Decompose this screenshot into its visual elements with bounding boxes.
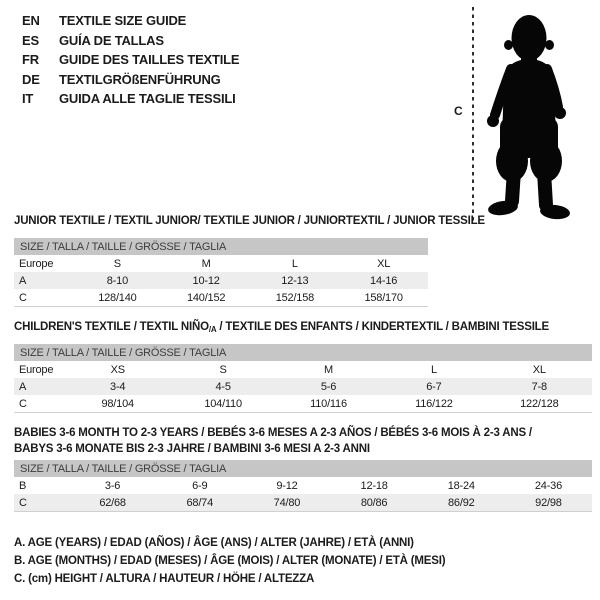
table-header-label: SIZE / TALLA / TAILLE / GRÖSSE / TAGLIA xyxy=(20,346,227,359)
table-cell: L xyxy=(430,363,437,376)
table-cell: 24-36 xyxy=(534,479,563,492)
table-cell: 110/116 xyxy=(310,397,347,410)
row-label: A xyxy=(19,274,27,287)
table-cell: 140/152 xyxy=(186,291,226,304)
row-label: Europe xyxy=(19,257,54,270)
table-cell: 7-8 xyxy=(531,380,548,393)
table-cell: 62/68 xyxy=(99,496,126,509)
lang-code: IT xyxy=(22,91,34,106)
guide-title: GUÍA DE TALLAS xyxy=(59,32,164,48)
children-title-sub: /A xyxy=(208,325,217,334)
table-cell: 4-5 xyxy=(215,380,231,393)
table-cell: 68/74 xyxy=(186,496,214,509)
guide-title: TEXTILE SIZE GUIDE xyxy=(59,13,187,28)
table-cell: 74/80 xyxy=(273,496,301,509)
table-cell: 158/170 xyxy=(364,291,403,304)
height-measure-label: C xyxy=(454,104,463,118)
children-title-post: / TEXTILE DES ENFANTS / KINDERTEXTIL / B… xyxy=(216,321,549,333)
table-cell: XS xyxy=(110,363,125,376)
table-row: Europe S M L XL xyxy=(14,255,428,272)
table-row: A 3-4 4-5 5-6 6-7 7-8 xyxy=(14,378,592,395)
table-header-bar: SIZE / TALLA / TAILLE / GRÖSSE / TAGLIA xyxy=(14,460,592,477)
row-label: C xyxy=(19,291,27,304)
table-cell: 8-10 xyxy=(106,274,128,287)
table-header-bar: SIZE / TALLA / TAILLE / GRÖSSE / TAGLIA xyxy=(14,344,592,361)
babies-section-title-line2: BABYS 3-6 MONATE BIS 2-3 JAHRE / BAMBINI… xyxy=(14,443,370,455)
table-cell: 10-12 xyxy=(192,274,220,287)
children-section-title: CHILDREN'S TEXTILE / TEXTIL NIÑO/A / TEX… xyxy=(14,321,549,334)
title-line-en: EN TEXTILE SIZE GUIDE xyxy=(22,11,239,31)
table-cell: 92/98 xyxy=(535,496,562,509)
babies-size-table: SIZE / TALLA / TAILLE / GRÖSSE / TAGLIA … xyxy=(14,460,592,512)
table-cell: 3-4 xyxy=(110,380,126,393)
row-label: C xyxy=(19,397,27,410)
row-label: A xyxy=(19,380,27,393)
table-cell: 122/128 xyxy=(520,397,559,410)
table-cell: 80/86 xyxy=(360,496,388,509)
table-cell: L xyxy=(291,257,298,270)
table-cell: M xyxy=(201,257,211,270)
lang-code: EN xyxy=(22,13,40,28)
title-line-de: DE TEXTILGRÖßENFÜHRUNG xyxy=(22,70,239,90)
legend-line-b: B. AGE (MONTHS) / EDAD (MESES) / ÂGE (MO… xyxy=(14,555,446,567)
table-cell: XL xyxy=(532,363,546,376)
table-header-bar: SIZE / TALLA / TAILLE / GRÖSSE / TAGLIA xyxy=(14,238,428,255)
legend-line-a: A. AGE (YEARS) / EDAD (AÑOS) / ÂGE (ANS)… xyxy=(14,537,414,549)
guide-title: GUIDA ALLE TAGLIE TESSILI xyxy=(59,91,236,106)
table-cell: 9-12 xyxy=(276,479,298,492)
junior-size-table: SIZE / TALLA / TAILLE / GRÖSSE / TAGLIA … xyxy=(14,238,428,307)
table-row: C 128/140 140/152 152/158 158/170 xyxy=(14,289,428,306)
table-cell: 18-24 xyxy=(447,479,475,492)
table-header-label: SIZE / TALLA / TAILLE / GRÖSSE / TAGLIA xyxy=(20,462,227,475)
toddler-silhouette-icon xyxy=(487,15,570,220)
table-cell: 3-6 xyxy=(104,479,121,492)
table-cell: 128/140 xyxy=(98,291,137,304)
table-row: A 8-10 10-12 12-13 14-16 xyxy=(14,272,428,289)
children-title-pre: CHILDREN'S TEXTILE / TEXTIL NIÑO xyxy=(14,321,209,333)
junior-section-title: JUNIOR TEXTILE / TEXTIL JUNIOR/ TEXTILE … xyxy=(14,215,485,227)
title-line-fr: FR GUIDE DES TAILLES TEXTILE xyxy=(22,50,240,70)
table-cell: 6-7 xyxy=(426,380,442,393)
table-row: B 3-6 6-9 9-12 12-18 18-24 24-36 xyxy=(14,477,592,494)
table-cell: 98/104 xyxy=(101,397,134,410)
table-cell: 86/92 xyxy=(448,496,475,509)
babies-section-title-line1: BABIES 3-6 MONTH TO 2-3 YEARS / BEBÉS 3-… xyxy=(14,427,532,439)
table-header-label: SIZE / TALLA / TAILLE / GRÖSSE / TAGLIA xyxy=(20,240,227,253)
height-dashed-line xyxy=(472,7,474,221)
title-line-es: ES GUÍA DE TALLAS xyxy=(22,31,239,51)
table-cell: 104/110 xyxy=(204,397,242,410)
table-cell: 6-9 xyxy=(192,479,208,492)
row-label: B xyxy=(19,479,27,492)
measure-legend: A. AGE (YEARS) / EDAD (AÑOS) / ÂGE (ANS)… xyxy=(14,534,446,588)
table-row: C 98/104 104/110 110/116 116/122 122/128 xyxy=(14,395,592,412)
title-line-it: IT GUIDA ALLE TAGLIE TESSILI xyxy=(22,89,239,109)
row-label: C xyxy=(19,496,27,509)
table-cell: 5-6 xyxy=(320,380,337,393)
table-row: Europe XS S M L XL xyxy=(14,361,592,378)
lang-code: ES xyxy=(22,32,39,48)
row-label: Europe xyxy=(19,363,54,376)
guide-title: TEXTILGRÖßENFÜHRUNG xyxy=(59,71,221,87)
table-cell: 116/122 xyxy=(415,397,453,410)
table-body: B 3-6 6-9 9-12 12-18 18-24 24-36 C 62/68 68/74 74/… xyxy=(14,477,592,511)
table-cell: 12-13 xyxy=(281,274,309,287)
table-cell: S xyxy=(219,363,227,376)
table-cell: S xyxy=(113,257,121,270)
table-row: C 62/68 68/74 74/80 80/86 86/92 92/98 xyxy=(14,494,592,511)
table-cell: 12-18 xyxy=(360,479,388,492)
language-title-block: EN TEXTILE SIZE GUIDE ES GUÍA DE TALLAS … xyxy=(22,11,240,109)
table-cell: XL xyxy=(377,257,391,270)
table-body: Europe XS S M L XL A 3-4 4-5 5-6 6-7 7-8 C 98/104 104/… xyxy=(14,361,592,412)
guide-title: GUIDE DES TAILLES TEXTILE xyxy=(59,52,240,67)
lang-code: DE xyxy=(22,71,40,87)
table-cell: M xyxy=(324,363,333,376)
table-cell: 152/158 xyxy=(275,291,315,304)
children-size-table: SIZE / TALLA / TAILLE / GRÖSSE / TAGLIA … xyxy=(14,344,592,413)
table-cell: 14-16 xyxy=(370,274,398,287)
legend-line-c: C. (cm) HEIGHT / ALTURA / HAUTEUR / HÖHE… xyxy=(14,573,315,585)
table-body: Europe S M L XL A 8-10 10-12 12-13 14-16 C 128/140 1… xyxy=(14,255,428,306)
lang-code: FR xyxy=(22,52,39,67)
